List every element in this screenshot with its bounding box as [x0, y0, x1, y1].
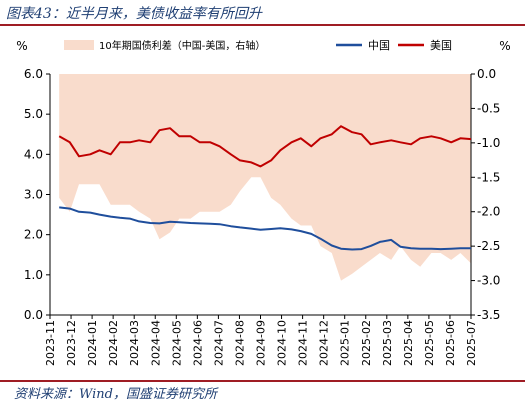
- source-rule: [0, 380, 525, 382]
- left-tick-label: 4.0: [24, 147, 43, 161]
- right-tick-label: -2.0: [477, 205, 500, 219]
- legend-label-us: 美国: [430, 39, 452, 52]
- x-tick-label: 2025-01: [339, 320, 352, 366]
- x-tick-label: 2023-11: [44, 320, 57, 366]
- chart: 0.0 1.0 2.0 3.0 4.0 5.0 6.0 -3.5 -3.0 -2.5 -2.0 -1.…: [16, 39, 510, 366]
- right-axis-unit: %: [499, 39, 510, 53]
- x-tick-label: 2025-06: [444, 320, 457, 366]
- x-tick-label: 2024-06: [191, 320, 204, 366]
- right-tick-label: -3.5: [477, 308, 500, 322]
- x-tick-label: 2025-07: [465, 320, 478, 366]
- x-tick-label: 2024-11: [297, 320, 310, 366]
- x-tick-label: 2024-01: [86, 320, 99, 366]
- source-note: 资料来源：Wind，国盛证券研究所: [14, 387, 217, 402]
- legend-swatch-spread: [64, 40, 94, 50]
- right-tick-label: 0.0: [477, 67, 496, 81]
- left-tick-label: 2.0: [24, 228, 43, 242]
- x-tick-label: 2023-12: [65, 320, 78, 366]
- x-tick-label: 2024-07: [212, 320, 225, 366]
- axes-layer: 0.0 1.0 2.0 3.0 4.0 5.0 6.0 -3.5 -3.0 -2.5 -2.0 -1.…: [24, 67, 501, 366]
- x-tick-label: 2025-02: [360, 320, 373, 366]
- right-tick-label: -1.5: [477, 170, 500, 184]
- china-line: [59, 206, 471, 251]
- x-tick-label: 2024-10: [276, 320, 289, 366]
- left-tick-label: 5.0: [24, 107, 43, 121]
- left-axis-unit: %: [16, 39, 27, 53]
- spread-area: [59, 74, 471, 281]
- us-line: [58, 125, 472, 168]
- x-tick-label: 2025-03: [381, 320, 394, 366]
- x-tick-label: 2025-05: [423, 320, 436, 366]
- lines-layer: [58, 125, 472, 251]
- x-tick-label: 2025-04: [402, 320, 415, 366]
- left-tick-label: 3.0: [24, 188, 43, 202]
- left-tick-label: 0.0: [24, 308, 43, 322]
- spread-area-layer: [59, 74, 471, 281]
- x-tick-label: 2024-09: [255, 320, 268, 366]
- right-tick-label: -3.0: [477, 274, 500, 288]
- x-tick-label: 2024-08: [233, 320, 246, 366]
- legend-label-china: 中国: [368, 39, 390, 52]
- right-tick-label: -1.0: [477, 136, 500, 150]
- x-tick-label: 2024-04: [149, 320, 162, 366]
- right-tick-label: -2.5: [477, 239, 500, 253]
- figure-title: 图表43：近半月来，美债收益率有所回升: [6, 6, 262, 22]
- legend: 10年期国债利差（中国-美国，右轴） 中国 美国: [64, 39, 452, 52]
- left-tick-label: 6.0: [24, 67, 43, 81]
- left-tick-label: 1.0: [24, 268, 43, 282]
- x-tick-label: 2024-05: [170, 320, 183, 366]
- x-tick-label: 2024-03: [128, 320, 141, 366]
- x-tick-label: 2024-12: [318, 320, 331, 366]
- x-tick-label: 2024-02: [107, 320, 120, 366]
- legend-label-spread: 10年期国债利差（中国-美国，右轴）: [99, 39, 265, 52]
- right-tick-label: -0.5: [477, 101, 500, 115]
- title-rule: [0, 24, 525, 26]
